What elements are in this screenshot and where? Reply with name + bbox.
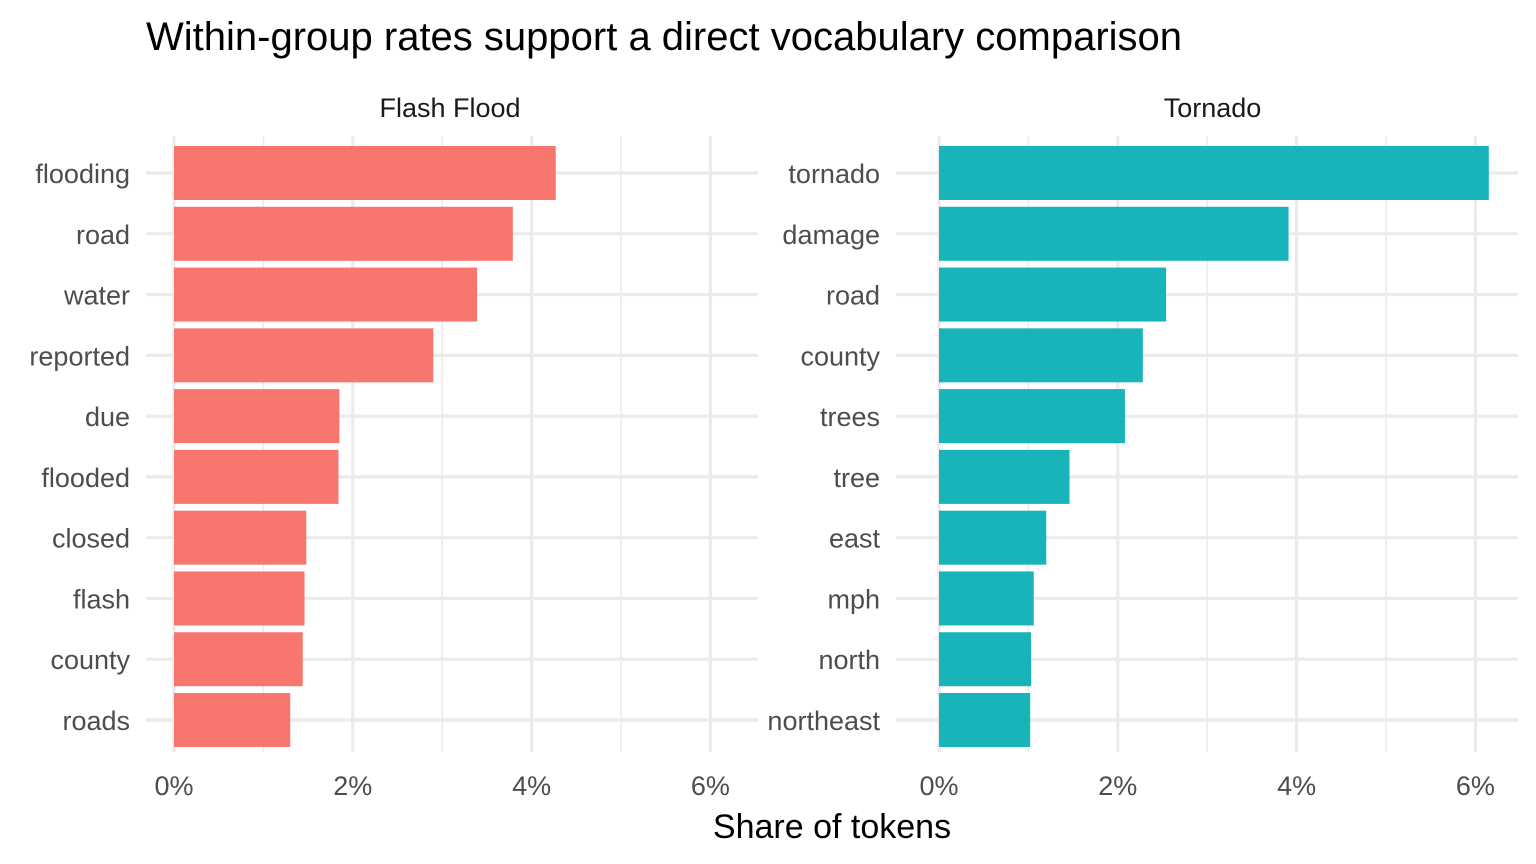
bar-northeast (939, 693, 1031, 748)
x-tick-label: 4% (1277, 771, 1316, 801)
bar-water (174, 267, 478, 322)
y-tick-label: water (63, 281, 130, 311)
y-tick-label: tornado (788, 159, 880, 189)
x-tick-label: 0% (154, 771, 193, 801)
bar-tree (939, 449, 1070, 504)
bar-flooding (174, 146, 556, 200)
y-tick-label: damage (782, 220, 880, 250)
y-tick-label: due (85, 402, 130, 432)
bar-road (174, 206, 513, 261)
bar-mph (939, 571, 1034, 626)
y-tick-label: county (800, 341, 880, 371)
panel-tornado: tornado damage road county trees tree east mph n… (767, 93, 1518, 801)
panel-flash-flood: flooding road water reported due flooded close… (29, 93, 758, 801)
bar-county (174, 632, 303, 687)
y-tick-label: east (829, 524, 881, 554)
y-tick-label: road (76, 220, 130, 250)
y-tick-label: flooded (41, 463, 130, 493)
x-tick-label: 6% (691, 771, 730, 801)
bar-flash (174, 571, 305, 626)
y-tick-label: trees (820, 402, 880, 432)
bar-reported (174, 328, 434, 383)
x-tick-label: 4% (512, 771, 551, 801)
x-axis-label: Share of tokens (713, 808, 951, 846)
y-tick-label: northeast (767, 706, 880, 736)
y-tick-label: north (818, 645, 880, 675)
x-tick-label: 2% (333, 771, 372, 801)
facet-strip-label: Tornado (1164, 93, 1262, 123)
bar-closed (174, 510, 307, 565)
y-tick-label: road (826, 281, 880, 311)
bar-east (939, 510, 1047, 565)
bar-tornado (939, 146, 1489, 200)
bar-trees (939, 389, 1125, 444)
x-tick-label: 2% (1098, 771, 1137, 801)
bar-due (174, 389, 340, 444)
y-tick-label: flash (73, 584, 130, 614)
bar-roads (174, 693, 291, 748)
y-tick-label: tree (833, 463, 880, 493)
bar-damage (939, 206, 1289, 261)
bar-road (939, 267, 1167, 322)
chart-panels: flooding road water reported due flooded close… (29, 93, 1518, 801)
y-tick-label: closed (52, 524, 130, 554)
x-tick-label: 6% (1456, 771, 1495, 801)
bar-county (939, 328, 1143, 383)
chart-title: Within-group rates support a direct voca… (146, 15, 1182, 59)
y-tick-label: mph (827, 584, 880, 614)
y-tick-label: reported (29, 341, 130, 371)
y-tick-label: county (50, 645, 130, 675)
x-tick-label: 0% (919, 771, 958, 801)
bar-north (939, 632, 1032, 687)
y-tick-label: roads (62, 706, 130, 736)
facet-strip-label: Flash Flood (379, 93, 520, 123)
y-tick-label: flooding (35, 159, 130, 189)
bar-flooded (174, 449, 339, 504)
